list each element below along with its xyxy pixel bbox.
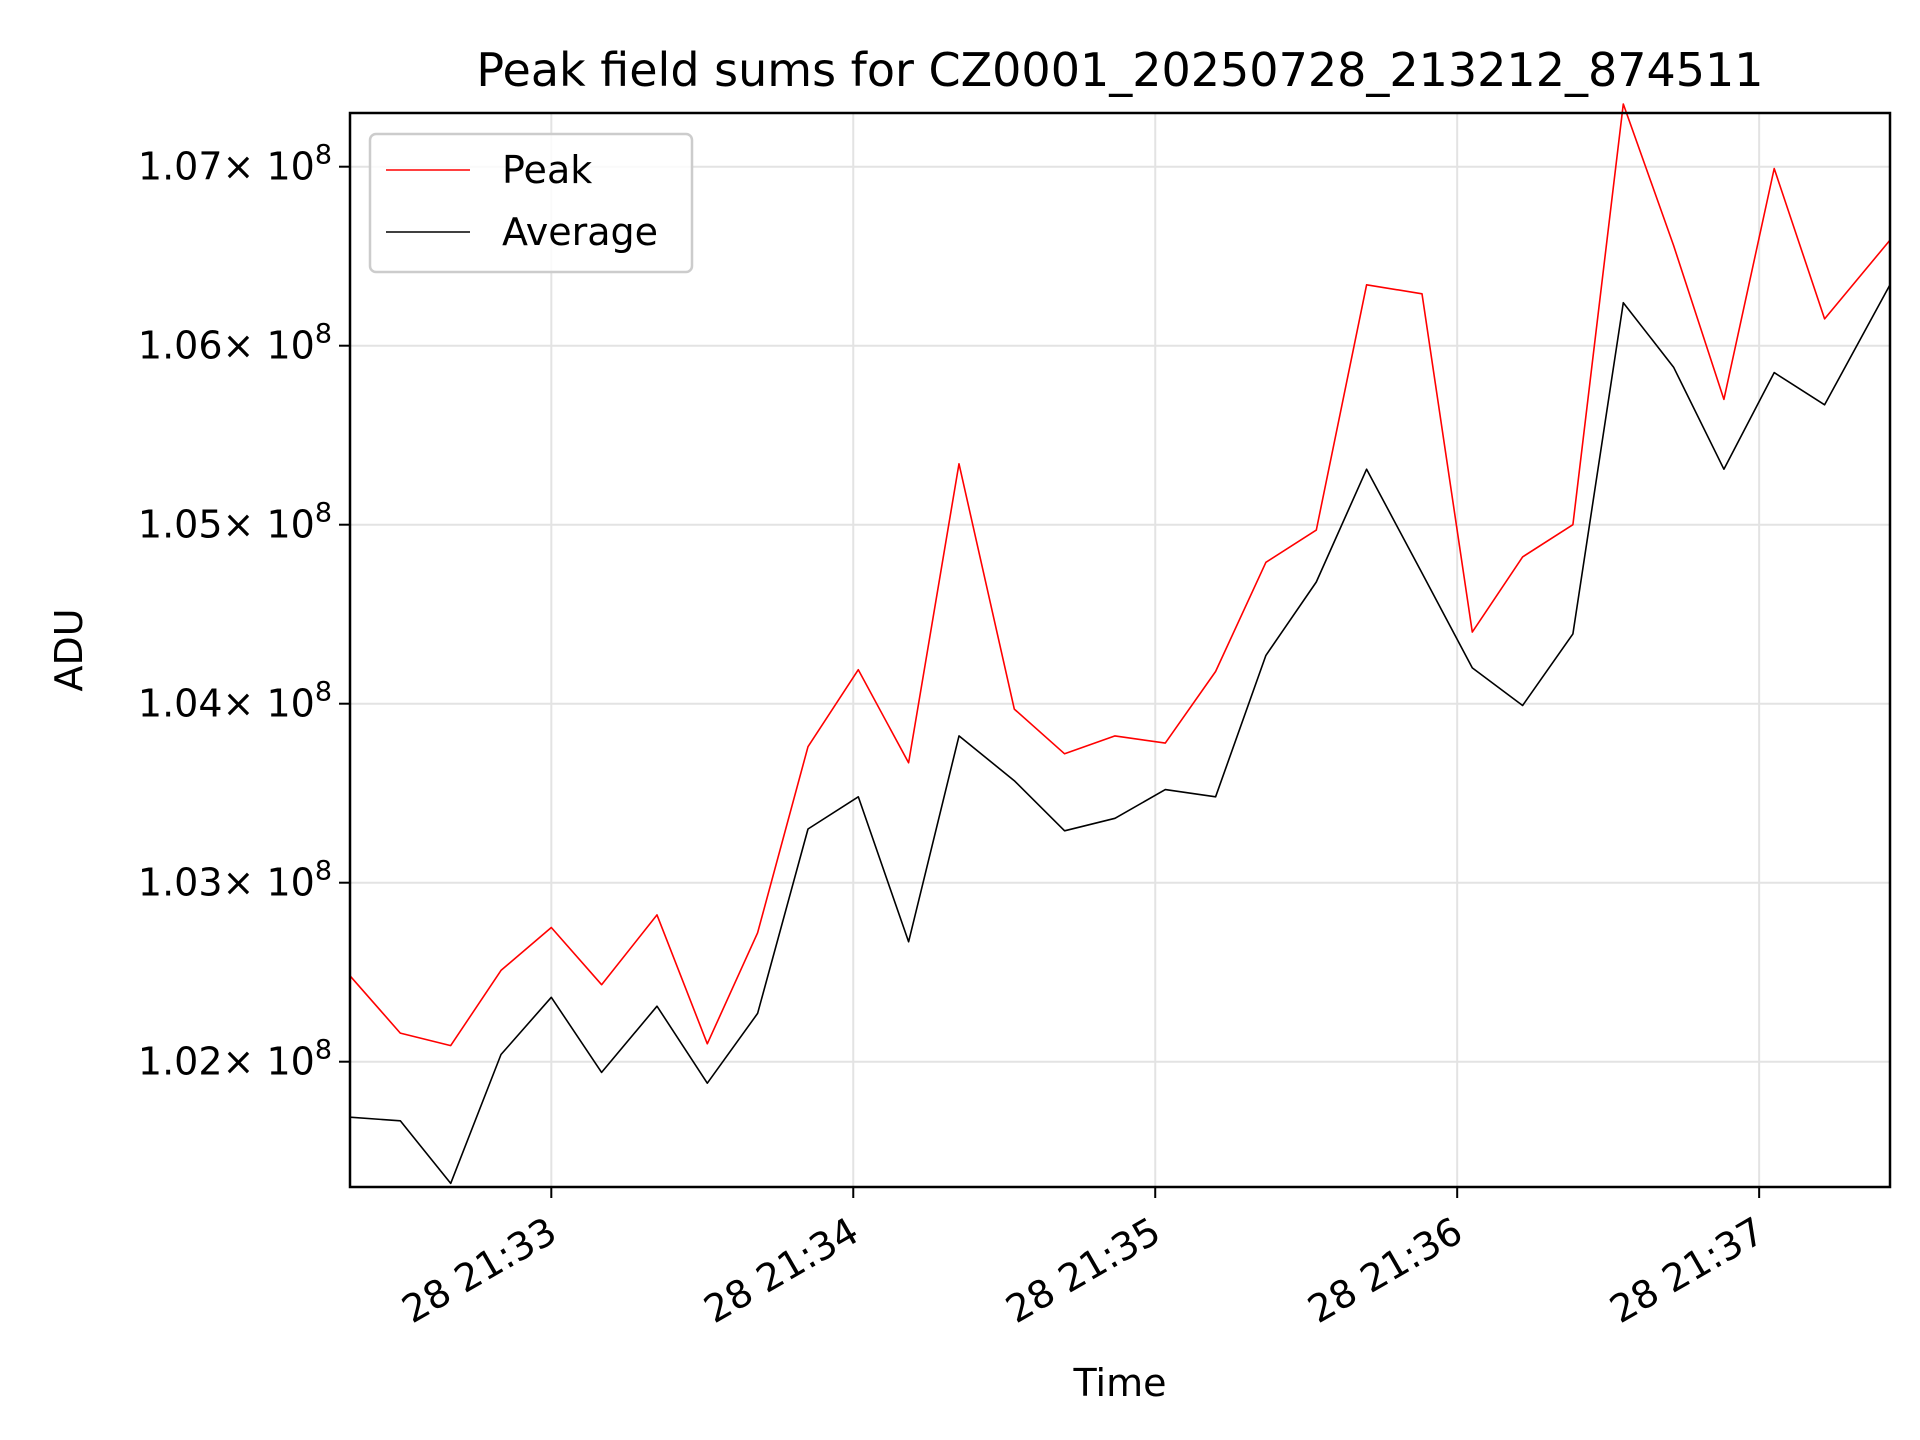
plot-frame (348, 111, 1892, 1189)
x-axis-label: Time (1073, 1361, 1167, 1405)
series-lines (349, 103, 1891, 1185)
grid (350, 113, 1890, 1187)
y-tick-label: 1.05× 108 (138, 498, 332, 547)
legend-box (368, 132, 694, 274)
y-tick-label: 1.02× 108 (138, 1035, 332, 1084)
y-axis-label: ADU (47, 608, 91, 691)
legend: Peak Average (368, 132, 694, 274)
average-series-line (349, 284, 1891, 1185)
y-axis: 1.02× 108 1.03× 108 1.04× 108 1.05× 108 1.06… (138, 140, 350, 1084)
peak-series-line (349, 103, 1891, 1047)
y-tick-label: 1.03× 108 (138, 856, 332, 905)
legend-average-label: Average (502, 210, 658, 254)
chart-title: Peak field sums for CZ0001_20250728_2132… (476, 43, 1763, 97)
y-tick-label: 1.07× 108 (138, 140, 332, 189)
y-tick-label: 1.06× 108 (138, 319, 332, 368)
y-tick-label: 1.04× 108 (138, 677, 332, 726)
legend-peak-label: Peak (502, 148, 592, 192)
